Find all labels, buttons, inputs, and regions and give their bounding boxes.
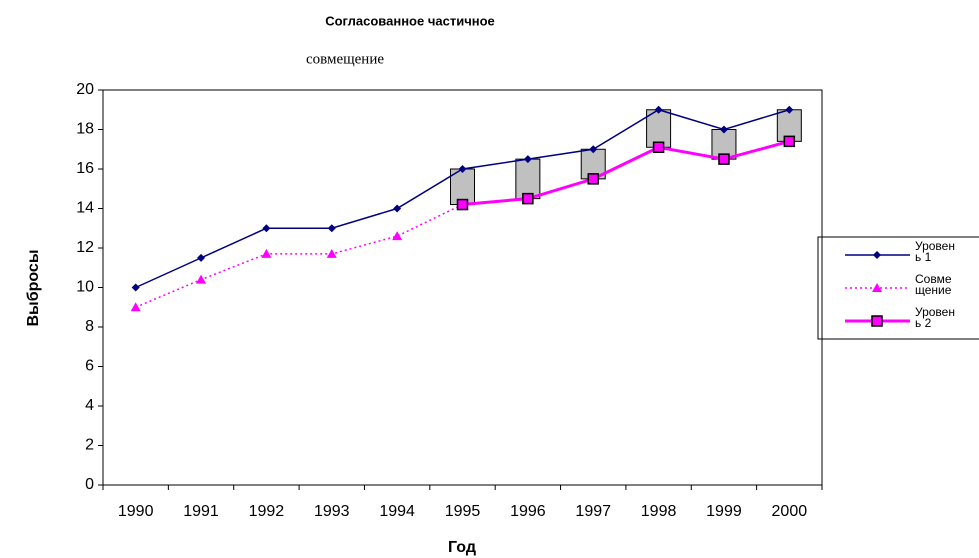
legend-label: Уровень 1 xyxy=(915,241,955,263)
point xyxy=(197,253,206,262)
x-tick-label: 1990 xyxy=(118,503,154,520)
point xyxy=(456,198,469,211)
x-tick-label: 1999 xyxy=(706,503,742,520)
point xyxy=(130,302,141,312)
y-tick-label: 4 xyxy=(85,397,94,414)
x-tick-label: 1991 xyxy=(183,503,219,520)
x-tick-label: 1997 xyxy=(575,503,611,520)
point xyxy=(652,141,665,154)
x-tick-label: 2000 xyxy=(772,503,808,520)
point xyxy=(196,274,207,284)
y-tick-label: 10 xyxy=(76,279,94,296)
point xyxy=(262,224,271,233)
y-tick-label: 12 xyxy=(76,239,94,256)
legend-label: Уровень 2 xyxy=(915,307,955,329)
point xyxy=(719,125,728,134)
y-tick-label: 6 xyxy=(85,358,94,375)
point xyxy=(654,105,663,114)
y-axis-label: Выбросы xyxy=(25,250,42,327)
point xyxy=(589,145,598,154)
x-tick-label: 1994 xyxy=(379,503,415,520)
up-down-bar xyxy=(450,168,475,206)
series-line xyxy=(462,139,790,207)
x-tick-label: 1996 xyxy=(510,503,546,520)
point xyxy=(783,135,796,148)
point xyxy=(718,153,730,165)
y-tick-label: 20 xyxy=(76,81,94,98)
chart-subtitle: совмещение xyxy=(306,51,384,67)
legend-marker xyxy=(873,251,881,259)
up-down-bar xyxy=(515,158,541,200)
x-tick-label: 1995 xyxy=(445,503,481,520)
point xyxy=(522,192,534,205)
point xyxy=(327,224,336,233)
x-axis-label: Год xyxy=(448,539,476,556)
point xyxy=(523,155,532,164)
point xyxy=(393,204,402,213)
point xyxy=(261,248,272,258)
y-tick-label: 14 xyxy=(76,200,94,217)
point xyxy=(785,105,794,114)
point xyxy=(587,173,599,185)
y-tick-label: 0 xyxy=(85,476,94,493)
point xyxy=(131,283,140,292)
y-tick-label: 18 xyxy=(76,121,94,138)
point xyxy=(458,165,467,173)
legend-marker xyxy=(872,283,882,292)
x-tick-label: 1992 xyxy=(249,503,285,520)
point xyxy=(392,231,403,241)
y-tick-label: 8 xyxy=(85,318,94,335)
x-tick-label: 1998 xyxy=(641,503,677,520)
y-tick-label: 2 xyxy=(85,437,94,454)
y-tick-label: 16 xyxy=(76,160,94,177)
legend-label: Совмещение xyxy=(915,274,952,296)
x-tick-label: 1993 xyxy=(314,503,350,520)
chart-title: Согласованное частичное xyxy=(325,13,495,28)
point xyxy=(326,248,337,258)
legend-marker xyxy=(871,315,883,327)
